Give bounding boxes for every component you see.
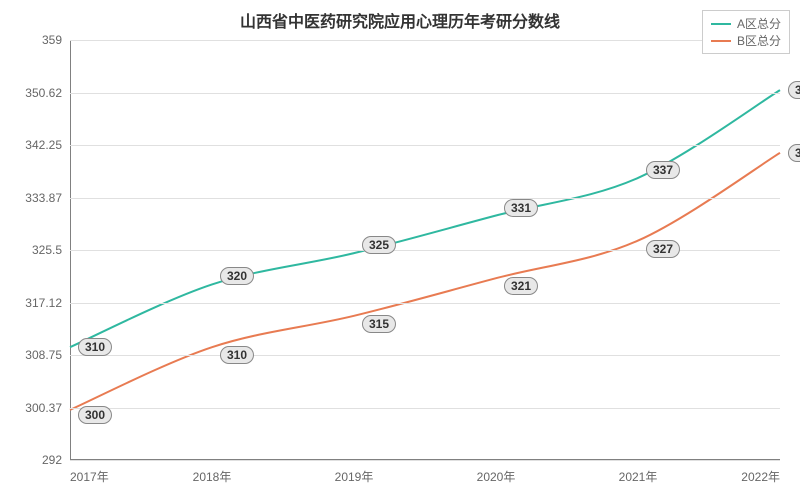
grid-line-y [70, 198, 780, 199]
grid-line-y [70, 355, 780, 356]
data-point-label: 320 [220, 267, 254, 285]
y-axis-label: 333.87 [25, 191, 70, 205]
data-point-label: 325 [362, 236, 396, 254]
legend-swatch [711, 23, 731, 25]
y-axis-label: 342.25 [25, 138, 70, 152]
grid-line-y [70, 460, 780, 461]
plot-area: 292300.37308.75317.12325.5333.87342.2535… [70, 40, 780, 460]
x-axis-label: 2019年 [335, 460, 374, 485]
data-point-label: 327 [646, 240, 680, 258]
x-axis-label: 2018年 [193, 460, 232, 485]
data-point-label: 351 [788, 81, 800, 99]
y-axis-label: 300.37 [25, 401, 70, 415]
chart-title: 山西省中医药研究院应用心理历年考研分数线 [240, 8, 560, 32]
y-axis-label: 359 [42, 33, 70, 47]
x-axis-label: 2017年 [70, 460, 109, 485]
legend-item: A区总分 [711, 15, 781, 32]
data-point-label: 315 [362, 315, 396, 333]
legend-swatch [711, 40, 731, 42]
legend: A区总分B区总分 [702, 10, 790, 54]
y-axis-label: 325.5 [32, 243, 70, 257]
data-point-label: 310 [220, 346, 254, 364]
data-point-label: 331 [504, 199, 538, 217]
grid-line-y [70, 145, 780, 146]
series-line [70, 153, 780, 410]
y-axis-label: 308.75 [25, 348, 70, 362]
y-axis-label: 350.62 [25, 86, 70, 100]
grid-line-y [70, 93, 780, 94]
data-point-label: 337 [646, 161, 680, 179]
chart-container: 山西省中医药研究院应用心理历年考研分数线 292300.37308.75317.… [0, 0, 800, 500]
series-line [70, 90, 780, 347]
grid-line-y [70, 303, 780, 304]
data-point-label: 310 [78, 338, 112, 356]
y-axis-label: 317.12 [25, 296, 70, 310]
data-point-label: 321 [504, 277, 538, 295]
y-axis-label: 292 [42, 453, 70, 467]
legend-item: B区总分 [711, 32, 781, 49]
legend-label: A区总分 [737, 15, 781, 32]
x-axis-label: 2022年 [741, 460, 780, 485]
x-axis-label: 2020年 [477, 460, 516, 485]
x-axis-label: 2021年 [619, 460, 658, 485]
data-point-label: 300 [78, 406, 112, 424]
data-point-label: 341 [788, 144, 800, 162]
grid-line-y [70, 408, 780, 409]
grid-line-y [70, 40, 780, 41]
legend-label: B区总分 [737, 32, 781, 49]
